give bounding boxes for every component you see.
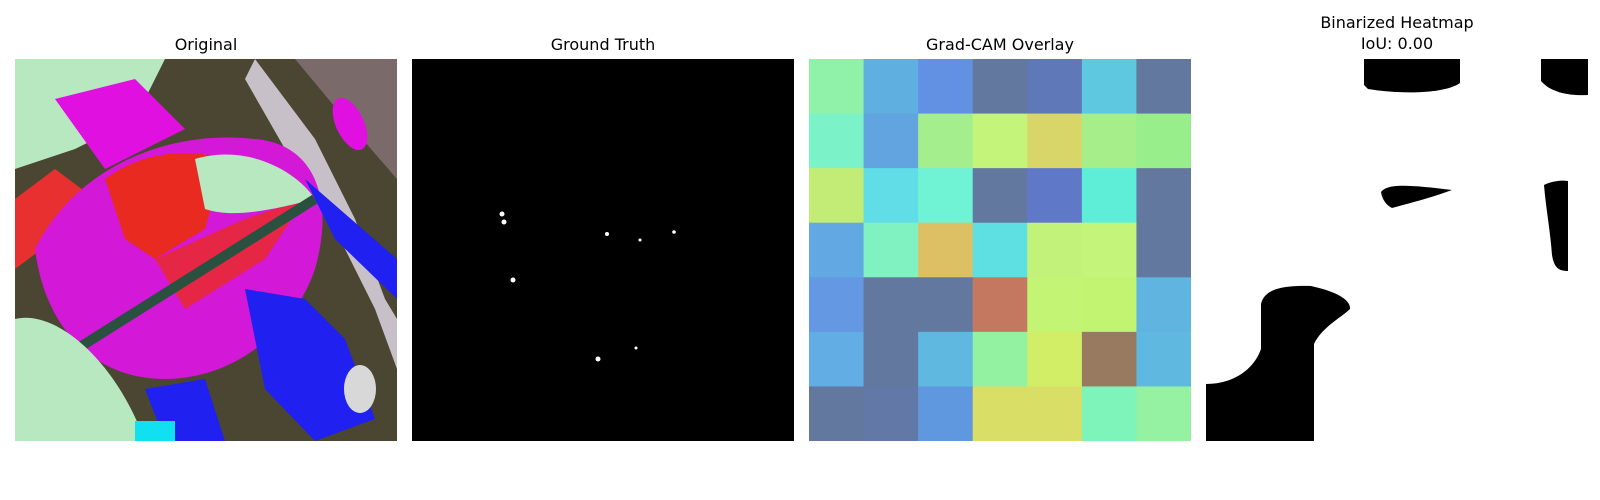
- ground-truth-panel: [412, 59, 794, 441]
- heatmap-cell: [1081, 168, 1137, 224]
- gt-spot: [501, 219, 507, 225]
- heatmap-cell: [1027, 386, 1083, 441]
- ground-truth-mask: [412, 59, 794, 441]
- heatmap-cell: [863, 277, 919, 333]
- gt-spot: [510, 277, 516, 283]
- iou-label: IoU: 0.00: [1360, 34, 1434, 53]
- panel-title-ground-truth: Ground Truth: [550, 35, 656, 54]
- heatmap-cell: [863, 386, 919, 441]
- panel-title-gradcam: Grad-CAM Overlay: [926, 35, 1074, 54]
- heatmap-cell: [1136, 331, 1191, 387]
- heatmap-cell: [863, 222, 919, 278]
- heatmap-cell: [809, 331, 865, 387]
- gt-spot: [672, 230, 676, 234]
- binarized-mask: [1206, 59, 1588, 441]
- heatmap-cell: [1136, 168, 1191, 224]
- mask-blob: [1364, 59, 1460, 93]
- mask-blob: [1541, 59, 1588, 96]
- mask-blob: [1544, 180, 1568, 271]
- heatmap-cell: [1081, 331, 1137, 387]
- panel-title-binarized: Binarized Heatmap IoU: 0.00: [1206, 12, 1588, 54]
- gt-spot: [595, 356, 601, 362]
- heatmap-cell: [972, 222, 1028, 278]
- heatmap-cell: [863, 331, 919, 387]
- heatmap-cell: [863, 113, 919, 169]
- heatmap-cell: [1081, 113, 1137, 169]
- heatmap-cell: [972, 168, 1028, 224]
- heatmap-cell: [972, 113, 1028, 169]
- heatmap-cell: [1136, 222, 1191, 278]
- heatmap-cell: [918, 113, 974, 169]
- heatmap-cell: [972, 386, 1028, 441]
- heatmap-cell: [1081, 222, 1137, 278]
- heatmap-cell: [972, 331, 1028, 387]
- heatmap-cell: [972, 277, 1028, 333]
- heatmap-cell: [972, 59, 1028, 115]
- heatmap-cell: [918, 168, 974, 224]
- heatmap-cell: [809, 113, 865, 169]
- panel-title-original: Original: [174, 35, 238, 54]
- gt-spot: [638, 238, 642, 242]
- heatmap-cell: [1027, 222, 1083, 278]
- heatmap-cell: [809, 277, 865, 333]
- heatmap-cell: [809, 168, 865, 224]
- heatmap-cell: [1136, 113, 1191, 169]
- heatmap-cell: [918, 277, 974, 333]
- heatmap-cell: [1136, 59, 1191, 115]
- leaf-image: [15, 59, 397, 441]
- gt-spot: [499, 211, 505, 217]
- heatmap-cell: [1081, 277, 1137, 333]
- heatmap-cell: [809, 59, 865, 115]
- heatmap-cell: [1136, 386, 1191, 441]
- gradcam-overlay-panel: [809, 59, 1191, 441]
- gt-spot: [605, 232, 609, 236]
- heatmap-cell: [809, 386, 865, 441]
- heatmap-cell: [918, 222, 974, 278]
- heatmap-cell: [1027, 277, 1083, 333]
- heatmap-cell: [1027, 113, 1083, 169]
- mask-blob: [1206, 285, 1351, 441]
- heatmap-cell: [1027, 59, 1083, 115]
- heatmap-cell: [1081, 59, 1137, 115]
- gradcam-heatmap: [809, 59, 1191, 441]
- heatmap-cell: [918, 331, 974, 387]
- heatmap-cell: [918, 59, 974, 115]
- heatmap-cell: [1027, 168, 1083, 224]
- mask-blob: [1381, 185, 1452, 208]
- heatmap-cell: [1136, 277, 1191, 333]
- heatmap-cell: [918, 386, 974, 441]
- gt-spot: [634, 346, 638, 350]
- heatmap-cell: [1027, 331, 1083, 387]
- heatmap-cell: [809, 222, 865, 278]
- original-image-panel: [15, 59, 397, 441]
- binarized-title-line: Binarized Heatmap: [1320, 13, 1474, 32]
- heatmap-cell: [1081, 386, 1137, 441]
- heatmap-cell: [863, 59, 919, 115]
- heatmap-cell: [863, 168, 919, 224]
- binarized-heatmap-panel: [1206, 59, 1588, 441]
